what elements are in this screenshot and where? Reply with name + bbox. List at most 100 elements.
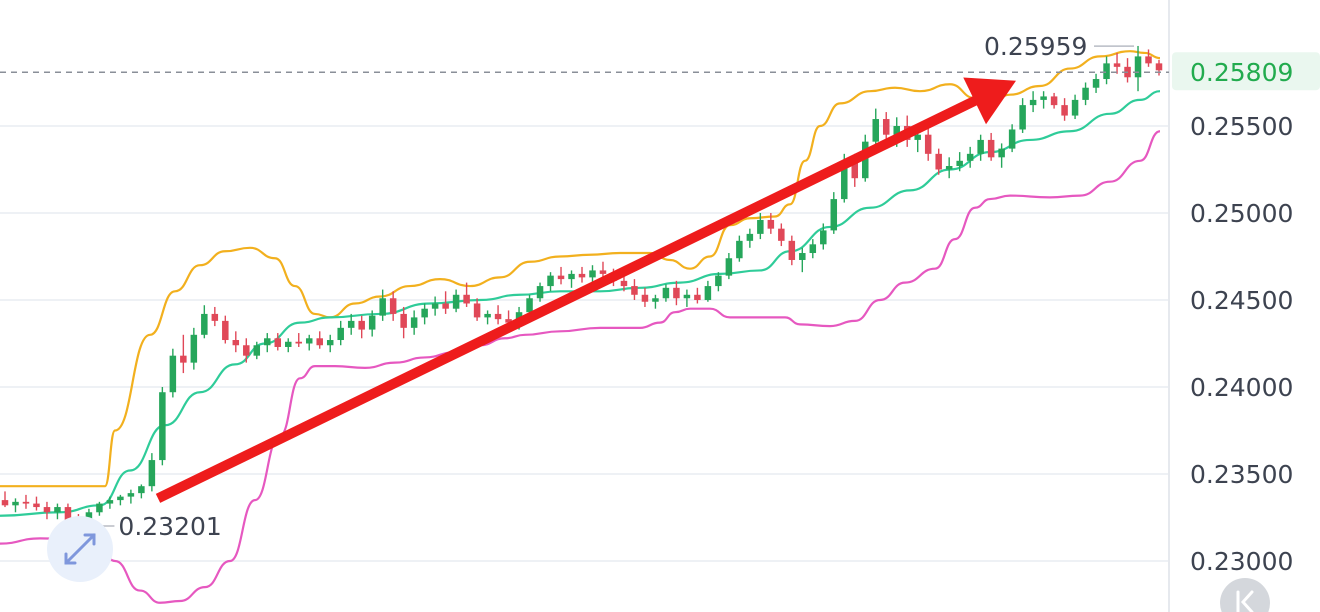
candle: [305, 334, 313, 351]
candle-body: [148, 460, 156, 487]
candle-body: [945, 166, 953, 170]
candle: [253, 341, 261, 360]
candle: [1071, 94, 1079, 120]
candle: [347, 313, 355, 335]
candle-body: [715, 275, 722, 287]
candle: [106, 496, 114, 509]
candle-body: [285, 341, 292, 347]
candle-body: [127, 493, 135, 497]
candle: [977, 134, 984, 161]
candle-body: [190, 334, 198, 363]
candle-body: [935, 153, 942, 170]
candle-body: [924, 134, 932, 154]
candle: [421, 303, 428, 325]
candle: [778, 223, 785, 247]
candle-body: [106, 500, 114, 504]
candle: [148, 453, 156, 492]
candle: [788, 235, 796, 266]
candle-body: [841, 160, 848, 200]
candle-body: [1113, 63, 1121, 67]
skip-to-end-icon: [1236, 590, 1254, 612]
candle-body: [799, 253, 806, 260]
candle-body: [1050, 96, 1058, 106]
candle: [536, 282, 544, 302]
candle: [33, 496, 40, 511]
candle: [1092, 73, 1100, 93]
candle-body: [599, 270, 607, 274]
candle-body: [1145, 56, 1152, 64]
candle-body: [505, 319, 512, 323]
candle-body: [589, 270, 596, 278]
candle: [54, 503, 61, 520]
candle: [715, 272, 722, 292]
candle-body: [987, 139, 995, 158]
candle-body: [442, 303, 449, 309]
candle-body: [1029, 99, 1037, 106]
candle: [641, 287, 649, 307]
candle-body: [1071, 99, 1079, 116]
scroll-to-latest-button[interactable]: [1220, 578, 1270, 612]
expand-chart-button[interactable]: [47, 516, 113, 582]
candle-body: [379, 298, 386, 316]
candle-body: [33, 503, 40, 508]
candle-body: [778, 228, 785, 241]
candle-body: [96, 503, 103, 513]
candle-body: [578, 273, 586, 278]
candle-body: [452, 294, 460, 309]
candle-body: [22, 501, 30, 504]
candle: [285, 338, 292, 353]
candle: [547, 272, 554, 292]
candle-body: [243, 345, 250, 356]
candle: [820, 223, 827, 250]
candle: [368, 310, 376, 337]
candle: [1103, 56, 1110, 85]
candle-body: [264, 338, 271, 346]
candle-body: [882, 119, 890, 135]
candle: [589, 265, 596, 285]
candle: [473, 298, 481, 321]
candle-body: [966, 153, 974, 161]
candle: [337, 320, 344, 346]
candle: [599, 261, 607, 280]
candle-body: [956, 160, 963, 167]
candle-body: [862, 141, 869, 179]
candle: [43, 501, 51, 520]
candle-body: [1008, 129, 1016, 149]
candle: [180, 334, 187, 374]
candle-body: [347, 320, 355, 328]
candle: [1124, 58, 1131, 83]
candle: [799, 247, 806, 273]
candlestick-series: [1, 45, 1163, 527]
candle-body: [977, 139, 984, 154]
candle-body: [358, 320, 365, 330]
candle-body: [1040, 96, 1047, 100]
candle-body: [757, 219, 764, 234]
candle: [1040, 91, 1047, 109]
candle: [22, 494, 30, 509]
y-tick-label: 0.24500: [1190, 286, 1293, 315]
y-tick-label: 0.23500: [1190, 460, 1293, 489]
candle: [127, 489, 135, 504]
candle: [998, 143, 1005, 168]
candle: [956, 152, 963, 172]
candle: [1155, 59, 1163, 76]
candle: [945, 157, 953, 179]
candle-body: [421, 308, 428, 318]
candle-body: [998, 148, 1005, 158]
candle-body: [337, 327, 344, 341]
candle-body: [809, 244, 817, 254]
candle: [767, 213, 775, 234]
candle: [117, 494, 124, 506]
candle-body: [1061, 105, 1068, 116]
candle-body: [1, 500, 9, 506]
candle-body: [641, 294, 649, 302]
candle-body: [211, 313, 219, 321]
candle: [201, 305, 208, 339]
candle-body: [368, 315, 376, 330]
candle-body: [1103, 63, 1110, 80]
candle: [725, 253, 733, 280]
candle: [662, 284, 670, 302]
candle: [452, 289, 460, 313]
y-axis-ticks: 0.25500 0.25000 0.24500 0.24000 0.23500 0.230…: [1190, 112, 1293, 576]
